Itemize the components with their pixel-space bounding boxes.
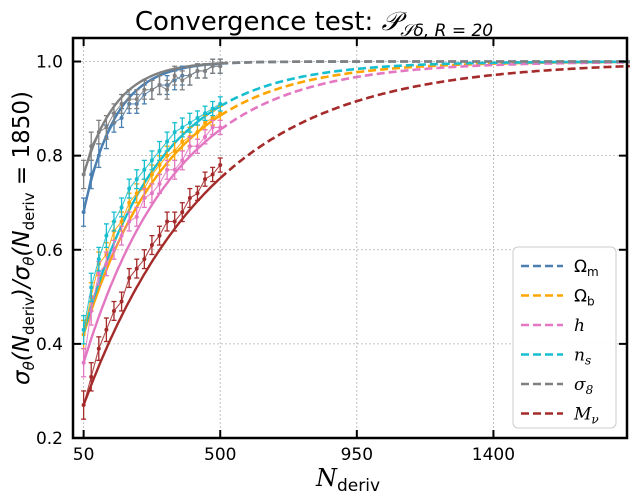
data-point-h xyxy=(81,360,86,365)
data-line-h xyxy=(83,126,221,363)
x-tick-label: 500 xyxy=(204,445,236,465)
legend-symbol-h: h xyxy=(574,316,585,336)
legend-symbol-n-s: n xyxy=(574,346,585,366)
y-tick-label: 0.6 xyxy=(36,241,63,261)
x-tick-label: 50 xyxy=(73,445,95,465)
legend-symbol-sigma-8: σ xyxy=(574,375,586,395)
fit-dashed-sigma-8 xyxy=(220,60,630,65)
y-axis: 0.2 0.4 0.6 0.8 1.0 xyxy=(36,53,627,449)
legend-symbol-omega-b: Ω xyxy=(574,287,587,307)
legend-label-h: h xyxy=(574,316,585,336)
legend-subscript-m-nu: ν xyxy=(591,413,598,427)
y-label-n-2: (N xyxy=(9,230,35,256)
y-axis-label: σθ(Nderiv)/σθ(Nderiv = 1850) xyxy=(9,91,38,385)
measured-points xyxy=(81,58,223,420)
data-point-h xyxy=(218,125,223,130)
x-axis-label-main: N xyxy=(315,464,338,492)
y-tick-label: 0.2 xyxy=(36,429,63,449)
data-point-omega-m xyxy=(81,210,86,215)
y-tick-label: 1.0 xyxy=(36,53,63,73)
x-axis-label: Nderiv xyxy=(315,464,380,496)
y-label-deriv-2: deriv xyxy=(20,192,38,230)
legend-subscript-n-s: s xyxy=(585,354,591,368)
y-label-ref: = 1850) xyxy=(9,91,35,192)
legend-subscript-sigma-8: 8 xyxy=(586,383,594,397)
legend-label-omega-b: Ωb xyxy=(574,287,595,309)
x-axis: 50 500 950 1400 xyxy=(73,38,515,465)
chart-title-main: Convergence test: xyxy=(135,7,382,37)
legend-subscript-omega-m: m xyxy=(587,265,599,279)
fit-solid-m-nu xyxy=(82,177,222,406)
chart-title-sub: 𝒮δ, R = 20 xyxy=(400,21,493,41)
x-tick-label: 1400 xyxy=(472,445,515,465)
data-line-m-nu xyxy=(83,164,221,406)
data-line-sigma-8 xyxy=(83,65,221,175)
x-tick-label: 950 xyxy=(341,445,373,465)
legend-label-sigma-8: σ8 xyxy=(574,375,594,397)
chart-title: Convergence test: 𝒫𝒮δ, R = 20 xyxy=(135,7,493,41)
legend-box xyxy=(512,246,617,429)
fit-dashed-m-nu xyxy=(219,64,631,180)
fit-dashed-n-s xyxy=(219,60,630,108)
data-point-sigma-8 xyxy=(218,64,223,69)
fit-dashed-h xyxy=(219,61,630,131)
legend-symbol-omega-m: Ω xyxy=(574,257,587,277)
legend-label-omega-m: Ωm xyxy=(574,257,599,279)
legend-symbol-m-nu: M xyxy=(573,405,592,425)
y-label-n: (N xyxy=(9,335,35,361)
plot-frame xyxy=(71,36,629,440)
y-label-theta-2: θ xyxy=(20,257,38,266)
y-label-theta: θ xyxy=(20,361,38,370)
data-line-n-s xyxy=(83,103,221,330)
y-label-sigma: σ xyxy=(9,369,35,385)
y-label-deriv: deriv xyxy=(20,297,38,335)
x-axis-label-sub: deriv xyxy=(337,476,380,496)
legend-label-m-nu: Mν xyxy=(573,405,599,427)
y-tick-label: 0.8 xyxy=(36,147,63,167)
legend-label-n-s: ns xyxy=(574,346,591,368)
y-label-div: )/σ xyxy=(9,264,35,299)
legend-subscript-omega-b: b xyxy=(587,295,595,309)
y-tick-label: 0.4 xyxy=(36,335,63,355)
